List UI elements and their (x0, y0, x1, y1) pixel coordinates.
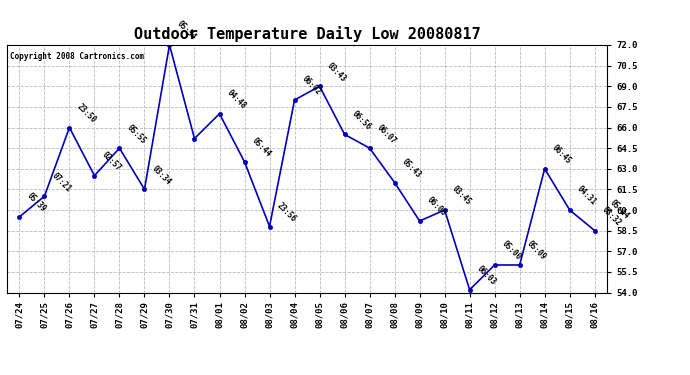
Text: 04:31: 04:31 (575, 184, 598, 207)
Text: Copyright 2008 Cartronics.com: Copyright 2008 Cartronics.com (10, 53, 144, 62)
Text: 05:00: 05:00 (500, 240, 523, 262)
Text: 03:34: 03:34 (150, 164, 172, 187)
Text: 03:43: 03:43 (325, 61, 348, 84)
Text: 06:02: 06:02 (300, 75, 323, 97)
Text: 06:06: 06:06 (425, 195, 448, 218)
Text: 04:48: 04:48 (225, 88, 248, 111)
Text: 05:54: 05:54 (175, 20, 198, 42)
Text: 05:55: 05:55 (125, 123, 148, 146)
Text: 06:07: 06:07 (375, 123, 398, 146)
Text: 07:21: 07:21 (50, 171, 72, 194)
Text: 06:03: 06:03 (475, 264, 498, 287)
Text: 05:44: 05:44 (250, 136, 273, 159)
Text: 05:14
03:32: 05:14 03:32 (600, 198, 631, 228)
Title: Outdoor Temperature Daily Low 20080817: Outdoor Temperature Daily Low 20080817 (134, 27, 480, 42)
Text: 06:56: 06:56 (350, 109, 373, 132)
Text: 23:56: 23:56 (275, 201, 298, 224)
Text: 02:57: 02:57 (100, 150, 123, 173)
Text: 06:45: 06:45 (550, 143, 573, 166)
Text: 23:50: 23:50 (75, 102, 98, 125)
Text: 05:43: 05:43 (400, 157, 423, 180)
Text: 03:45: 03:45 (450, 184, 473, 207)
Text: 05:09: 05:09 (525, 240, 548, 262)
Text: 05:39: 05:39 (25, 191, 48, 214)
